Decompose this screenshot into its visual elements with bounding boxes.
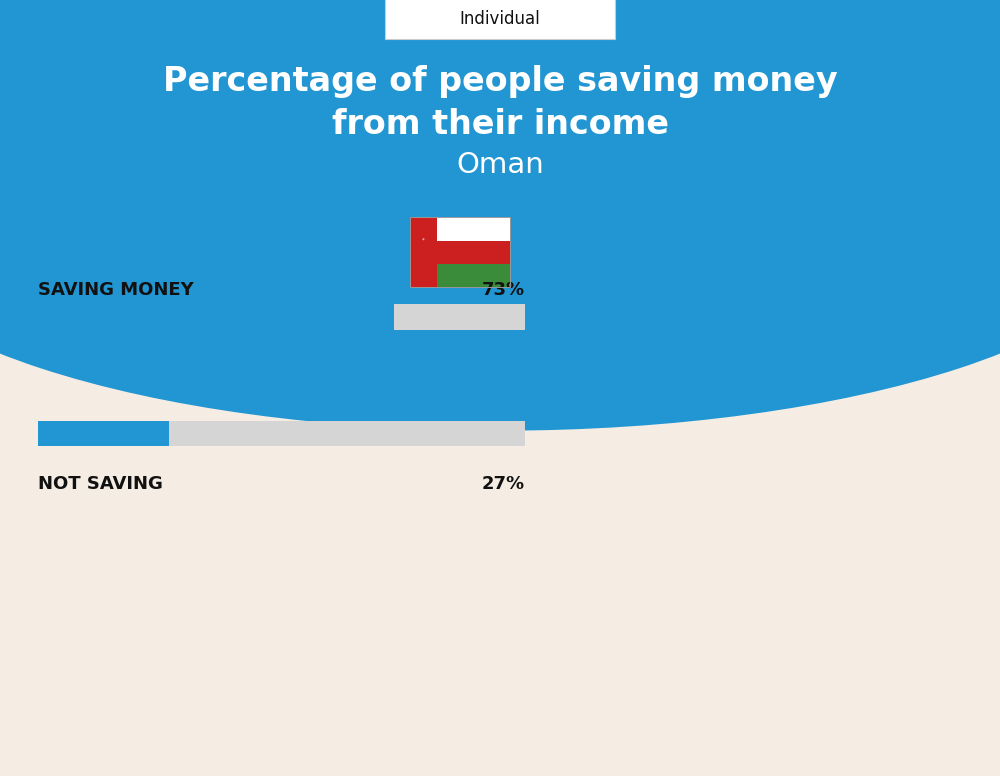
Text: NOT SAVING: NOT SAVING — [38, 475, 163, 493]
Text: *: * — [422, 237, 424, 242]
Bar — [38, 421, 169, 446]
Bar — [38, 304, 525, 330]
Text: SAVING MONEY: SAVING MONEY — [38, 281, 194, 299]
Text: 73%: 73% — [482, 281, 525, 299]
Text: Oman: Oman — [456, 151, 544, 178]
Text: from their income: from their income — [332, 108, 668, 140]
FancyBboxPatch shape — [385, 0, 615, 39]
Bar — [437, 264, 510, 287]
Bar — [0, 0, 1000, 217]
Text: 27%: 27% — [482, 475, 525, 493]
Bar — [38, 304, 394, 330]
Bar — [38, 421, 525, 446]
Bar — [437, 241, 510, 264]
Bar — [410, 217, 437, 287]
Bar — [437, 217, 510, 241]
Text: Percentage of people saving money: Percentage of people saving money — [163, 65, 837, 98]
Ellipse shape — [0, 4, 1000, 431]
Bar — [410, 217, 510, 287]
Text: Individual: Individual — [460, 9, 540, 28]
